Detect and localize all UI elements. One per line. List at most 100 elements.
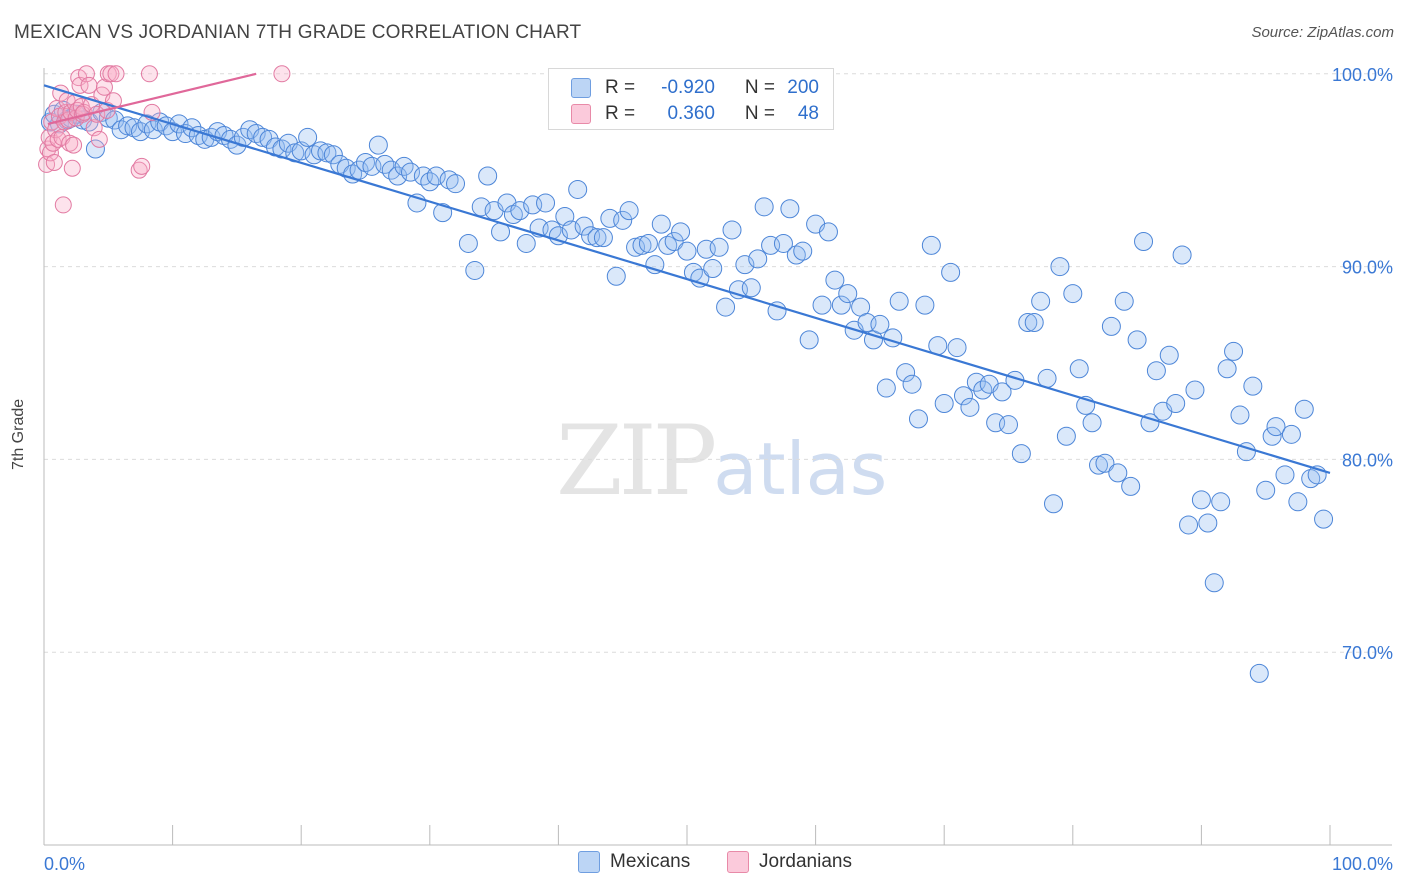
watermark-zip: ZIP <box>556 405 717 517</box>
point-mexicans <box>908 409 928 429</box>
point-mexicans <box>593 228 613 248</box>
chart-title: MEXICAN VS JORDANIAN 7TH GRADE CORRELATI… <box>14 22 582 43</box>
point-mexicans <box>677 241 697 261</box>
point-mexicans <box>401 162 421 182</box>
point-mexicans <box>1198 513 1218 533</box>
point-mexicans <box>1217 359 1237 379</box>
point-mexicans <box>310 141 330 161</box>
point-mexicans <box>1256 480 1276 500</box>
point-mexicans <box>1056 426 1076 446</box>
point-mexicans <box>799 330 819 350</box>
point-mexicans <box>960 397 980 417</box>
stats-r-label: R = <box>605 77 636 98</box>
watermark: ZIPatlas <box>556 405 887 517</box>
legend-swatch-mexicans <box>578 851 600 873</box>
point-mexicans <box>1044 494 1064 514</box>
legend-item-mexicans[interactable]: Mexicans <box>578 851 690 873</box>
x-tick-label: 0.0% <box>44 854 85 874</box>
stats-row-jordanians: R = 0.360 N = 48 <box>571 101 819 127</box>
point-jordanians <box>107 65 125 83</box>
point-mexicans <box>941 262 961 282</box>
point-mexicans <box>767 301 787 321</box>
point-mexicans <box>722 220 742 240</box>
point-mexicans <box>902 374 922 394</box>
point-mexicans <box>632 235 652 255</box>
point-mexicans <box>1191 490 1211 510</box>
legend-swatch-jordanians <box>727 851 749 873</box>
point-mexicans <box>1230 405 1250 425</box>
point-jordanians <box>41 144 59 162</box>
stats-r-value: 0.360 <box>667 103 715 124</box>
point-mexicans <box>1011 444 1031 464</box>
point-mexicans <box>446 174 466 194</box>
point-mexicans <box>651 214 671 234</box>
stats-r-label: R = <box>605 103 636 124</box>
point-mexicans <box>85 139 105 159</box>
point-mexicans <box>1249 663 1269 683</box>
point-mexicans <box>1063 284 1083 304</box>
point-mexicans <box>1114 291 1134 311</box>
point-mexicans <box>587 228 607 248</box>
point-mexicans <box>1288 492 1308 512</box>
point-mexicans <box>1031 291 1051 311</box>
point-mexicans <box>1314 509 1334 529</box>
point-mexicans <box>754 197 774 217</box>
point-mexicans <box>1211 492 1231 512</box>
stats-n-value: 48 <box>797 103 819 124</box>
legend-label-mexicans: Mexicans <box>610 851 691 872</box>
point-mexicans <box>253 127 273 147</box>
point-mexicans <box>1243 376 1263 396</box>
stats-legend-box: R = -0.920 N = 200 R = 0.360 N = 48 <box>548 68 834 130</box>
point-mexicans <box>953 386 973 406</box>
point-mexicans <box>1275 465 1295 485</box>
point-mexicans <box>1018 313 1038 333</box>
point-mexicans <box>536 193 556 213</box>
point-mexicans <box>510 201 530 221</box>
point-mexicans <box>613 210 633 230</box>
point-mexicans <box>426 166 446 186</box>
point-mexicans <box>773 233 793 253</box>
point-mexicans <box>1262 426 1282 446</box>
point-mexicans <box>741 278 761 298</box>
point-jordanians <box>63 159 81 177</box>
point-jordanians <box>65 136 83 154</box>
point-mexicans <box>825 270 845 290</box>
point-mexicans <box>703 259 723 279</box>
legend-label-jordanians: Jordanians <box>759 851 852 872</box>
stats-n-value: 200 <box>787 77 819 98</box>
stats-n-label: N = <box>744 77 775 98</box>
point-jordanians <box>45 153 63 171</box>
trend-line-mexicans <box>43 84 1331 474</box>
point-mexicans <box>947 338 967 358</box>
point-mexicans <box>548 226 568 246</box>
point-mexicans <box>368 135 388 155</box>
point-mexicans <box>1266 417 1286 437</box>
point-mexicans <box>1050 257 1070 277</box>
point-mexicans <box>458 233 478 253</box>
x-tick-label: 100.0% <box>1332 854 1393 874</box>
point-mexicans <box>478 166 498 186</box>
point-mexicans <box>259 129 279 149</box>
point-mexicans <box>870 314 890 334</box>
point-mexicans <box>574 216 594 236</box>
point-mexicans <box>1224 341 1244 361</box>
point-mexicans <box>433 203 453 223</box>
point-mexicans <box>1166 393 1186 413</box>
y-tick-label: 90.0% <box>1342 258 1393 278</box>
point-mexicans <box>716 297 736 317</box>
point-mexicans <box>1204 573 1224 593</box>
point-jordanians <box>102 65 120 83</box>
point-mexicans <box>606 266 626 286</box>
point-mexicans <box>1179 515 1199 535</box>
stats-r-value: -0.920 <box>661 77 715 98</box>
point-mexicans <box>1134 232 1154 252</box>
point-jordanians <box>273 65 291 83</box>
y-tick-label: 70.0% <box>1342 643 1393 663</box>
point-mexicans <box>1101 316 1121 336</box>
legend-item-jordanians[interactable]: Jordanians <box>727 851 852 873</box>
point-mexicans <box>568 179 588 199</box>
point-mexicans <box>818 222 838 242</box>
y-tick-label: 100.0% <box>1332 65 1393 85</box>
point-mexicans <box>388 166 408 186</box>
bottom-legend: Mexicans Jordanians <box>0 851 1406 879</box>
